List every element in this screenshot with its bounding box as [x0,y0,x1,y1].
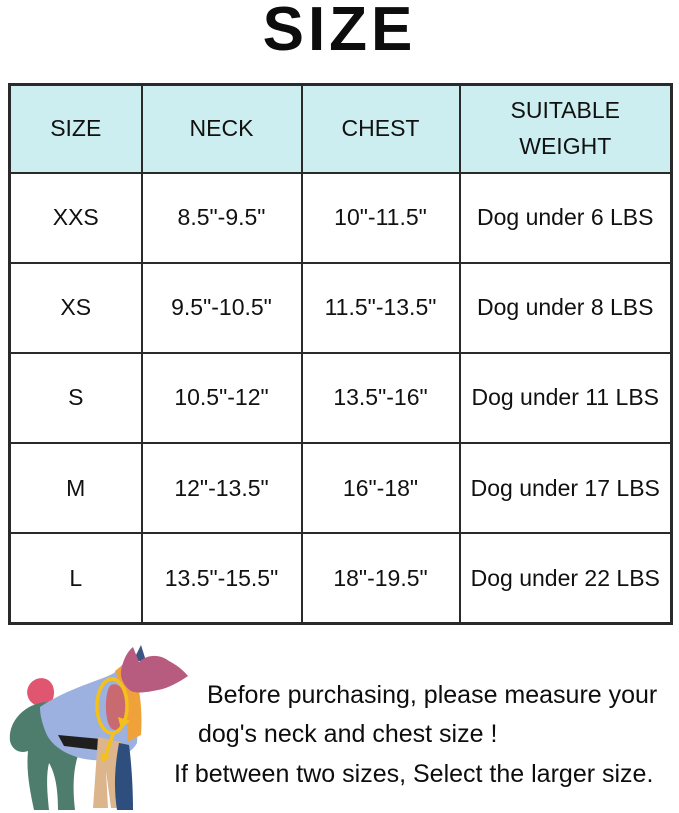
cell-weight: Dog under 17 LBS [458,442,673,535]
column-header-neck: NECK [140,83,303,174]
column-header-suitable-weight: SUITABLE WEIGHT [458,83,673,174]
cell-neck: 8.5"-9.5" [140,171,303,264]
cell-weight: Dog under 11 LBS [458,351,673,445]
cell-chest: 13.5"-16" [300,351,461,445]
note-line-neck-chest: dog's neck and chest size ! [198,720,498,748]
table-row-xs: XS 9.5"-10.5" 11.5"-13.5" Dog under 8 LB… [8,261,673,354]
cell-weight: Dog under 6 LBS [458,171,673,264]
cell-neck: 10.5"-12" [140,351,303,445]
cell-weight: Dog under 22 LBS [458,532,673,625]
page-title: SIZE [262,0,417,64]
dog-tail-shape [27,678,54,707]
cell-chest: 11.5"-13.5" [300,261,461,354]
table-row-l: L 13.5"-15.5" 18"-19.5" Dog under 22 LBS [8,532,673,625]
cell-neck: 9.5"-10.5" [140,261,303,354]
table-row-xxs: XXS 8.5"-9.5" 10"-11.5" Dog under 6 LBS [8,171,673,264]
cell-neck: 12"-13.5" [140,442,303,535]
dog-front-leg-navy-shape [114,743,133,810]
cell-size: M [8,442,143,535]
column-header-chest: CHEST [300,83,461,174]
cell-chest: 18"-19.5" [300,532,461,625]
cell-neck: 13.5"-15.5" [140,532,303,625]
cell-chest: 16"-18" [300,442,461,535]
size-chart-table: SIZE NECK CHEST SUITABLE WEIGHT XXS 8.5"… [8,83,673,625]
dog-head-shape [120,647,188,693]
cell-size: L [8,532,143,625]
cell-size: S [8,351,143,445]
table-row-s: S 10.5"-12" 13.5"-16" Dog under 11 LBS [8,351,673,445]
measuring-tape-arrow-top [118,717,130,729]
cell-chest: 10"-11.5" [300,171,461,264]
header-row: SIZE NECK CHEST SUITABLE WEIGHT [8,83,673,174]
note-line-larger-size: If between two sizes, Select the larger … [174,760,654,788]
column-header-suitable-weight-label: SUITABLE WEIGHT [510,97,621,159]
dog-measurement-illustration [9,645,188,810]
note-line-measure: Before purchasing, please measure your [207,681,658,709]
column-header-size: SIZE [8,83,143,174]
cell-size: XS [8,261,143,354]
cell-size: XXS [8,171,143,264]
cell-weight: Dog under 8 LBS [458,261,673,354]
table-row-m: M 12"-13.5" 16"-18" Dog under 17 LBS [8,442,673,535]
measuring-tape-arrow-bottom [100,753,110,763]
